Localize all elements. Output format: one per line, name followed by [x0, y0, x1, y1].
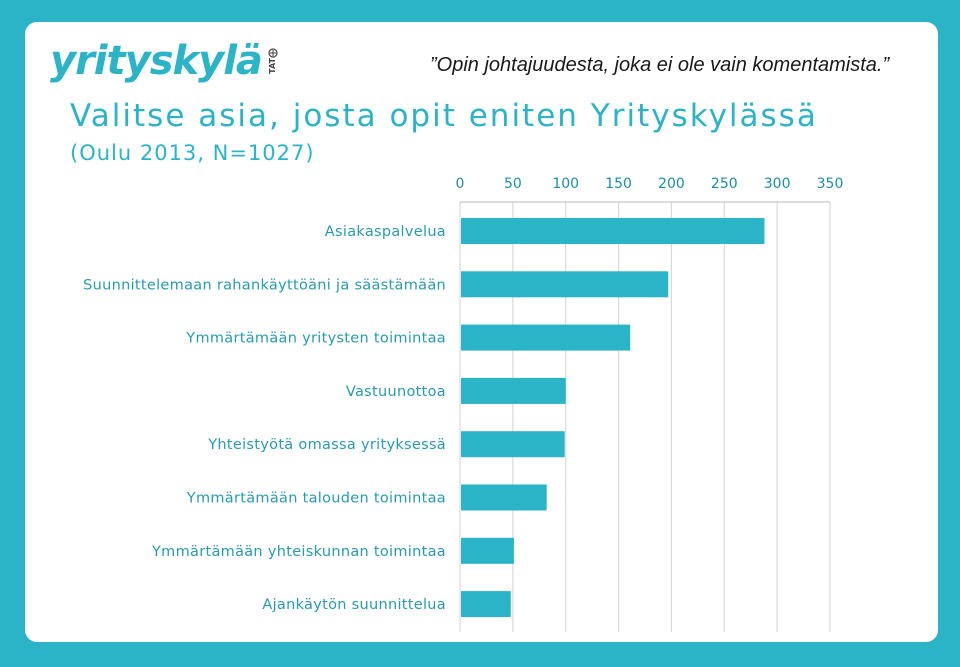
- logo-wordmark: yrityskylä: [50, 38, 263, 84]
- bar: [461, 484, 547, 511]
- chart-subtitle: (Oulu 2013, N=1027): [70, 141, 315, 165]
- bar: [461, 271, 669, 298]
- x-tick-label: 100: [552, 176, 579, 192]
- bar: [461, 591, 511, 618]
- x-tick-label: 0: [456, 176, 465, 192]
- x-tick-label: 150: [605, 176, 632, 192]
- category-label: Suunnittelemaan rahankäyttöäni ja säästä…: [83, 277, 446, 293]
- x-tick-label: 300: [764, 176, 791, 192]
- x-tick-label: 200: [658, 176, 685, 192]
- x-tick-label: 50: [504, 176, 522, 192]
- chart-title: Valitse asia, josta opit eniten Yritysky…: [70, 98, 818, 134]
- bar: [461, 218, 765, 244]
- category-label: Vastuunottoa: [346, 384, 446, 400]
- logo-tat-mark: TAT: [268, 48, 278, 74]
- bar: [461, 377, 566, 404]
- category-label: Asiakaspalvelua: [325, 224, 446, 240]
- x-tick-label: 250: [711, 176, 738, 192]
- bar: [461, 324, 631, 351]
- tat-emblem-icon: [268, 48, 278, 58]
- bar: [461, 537, 514, 564]
- category-label: Yhteistyötä omassa yrityksessä: [207, 437, 446, 453]
- bar: [461, 431, 565, 458]
- x-tick-label: 350: [817, 176, 844, 192]
- yrityskyla-logo: yrityskylä TAT: [50, 38, 278, 84]
- category-label: Ymmärtämään talouden toimintaa: [186, 491, 446, 507]
- category-label: Ymmärtämään yhteiskunnan toimintaa: [151, 544, 446, 560]
- tagline-quote: ”Opin johtajuudesta, joka ei ole vain ko…: [430, 54, 890, 76]
- category-label: Ajankäytön suunnittelua: [262, 597, 446, 613]
- category-label: Ymmärtämään yritysten toimintaa: [185, 331, 446, 347]
